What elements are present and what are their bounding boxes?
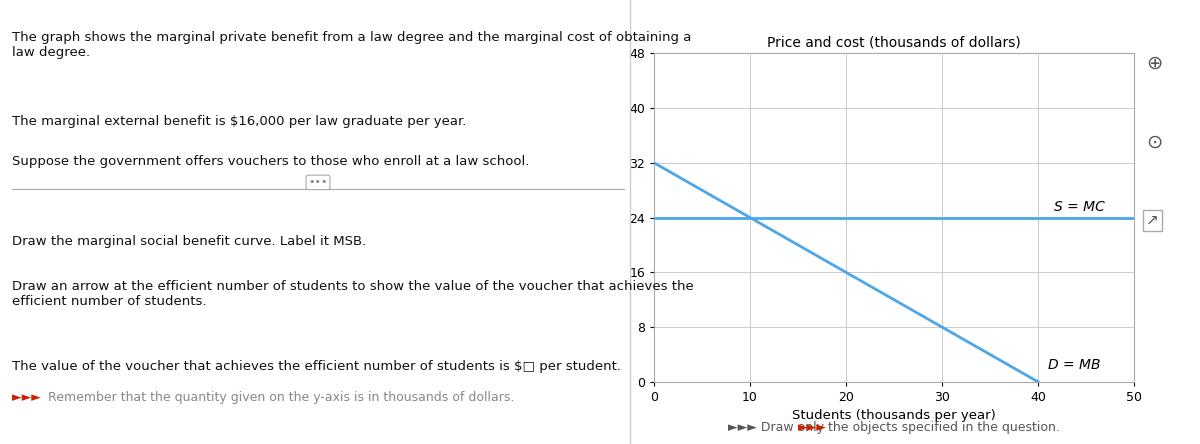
Text: ►►►: ►►► (12, 391, 44, 404)
X-axis label: Students (thousands per year): Students (thousands per year) (792, 409, 996, 422)
Text: ►►► Draw only the objects specified in the question.: ►►► Draw only the objects specified in t… (728, 420, 1060, 434)
Text: ⊕: ⊕ (1146, 53, 1163, 72)
Text: S = MC: S = MC (1055, 200, 1105, 214)
Text: The marginal external benefit is $16,000 per law graduate per year.: The marginal external benefit is $16,000… (12, 115, 467, 128)
Text: D = MB: D = MB (1048, 357, 1100, 372)
Title: Price and cost (thousands of dollars): Price and cost (thousands of dollars) (767, 36, 1021, 49)
Text: Draw an arrow at the efficient number of students to show the value of the vouch: Draw an arrow at the efficient number of… (12, 280, 694, 308)
Text: ⊙: ⊙ (1146, 133, 1163, 152)
Text: Remember that the quantity given on the y-axis is in thousands of dollars.: Remember that the quantity given on the … (48, 391, 515, 404)
Text: ↗: ↗ (1146, 213, 1159, 228)
Text: Suppose the government offers vouchers to those who enroll at a law school.: Suppose the government offers vouchers t… (12, 155, 529, 168)
Text: ►►►: ►►► (798, 420, 827, 434)
Text: Draw the marginal social benefit curve. Label it MSB.: Draw the marginal social benefit curve. … (12, 235, 366, 248)
Text: •••: ••• (308, 177, 328, 187)
Text: The value of the voucher that achieves the efficient number of students is $□ pe: The value of the voucher that achieves t… (12, 360, 622, 373)
Text: The graph shows the marginal private benefit from a law degree and the marginal : The graph shows the marginal private ben… (12, 31, 691, 59)
